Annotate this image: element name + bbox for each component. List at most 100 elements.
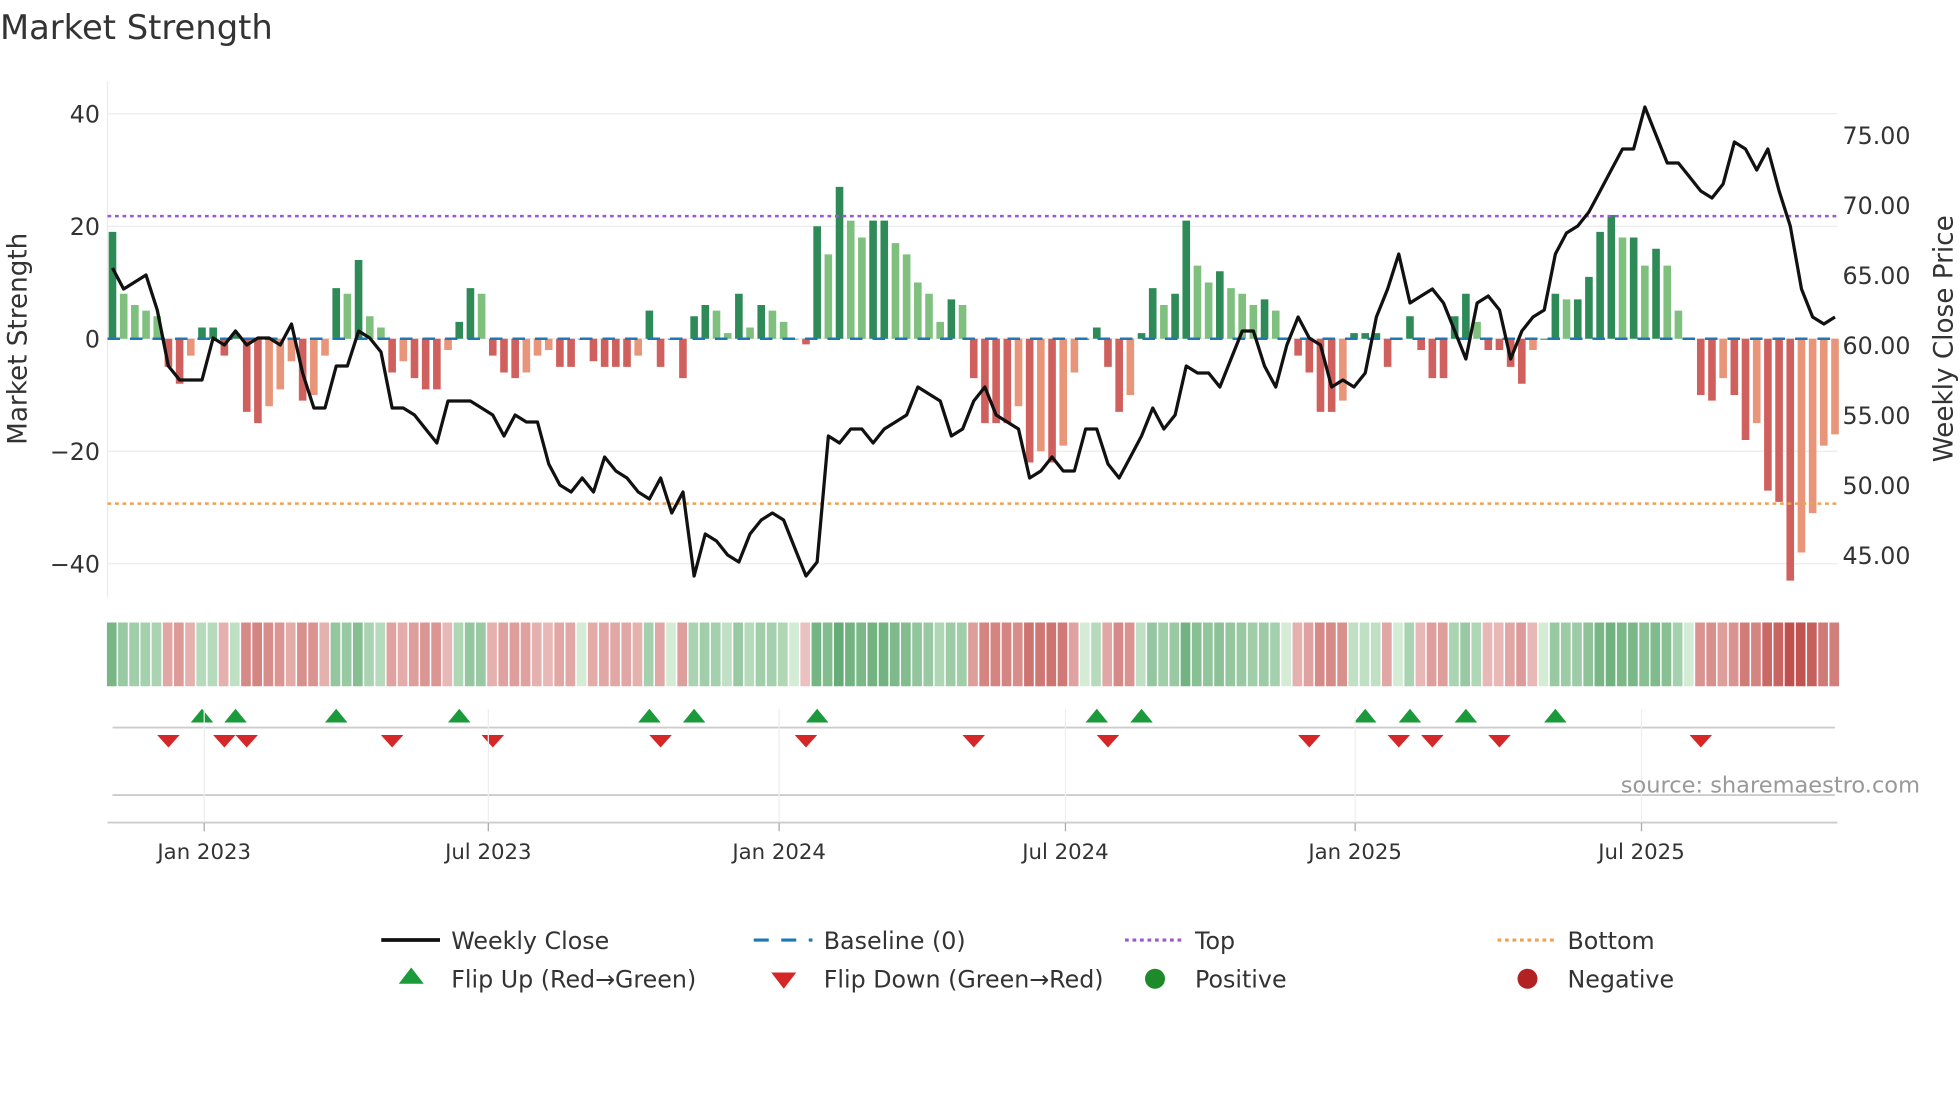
legend-circle-icon	[1517, 968, 1538, 989]
heatmap-cell	[1594, 622, 1605, 687]
strength-bar	[1752, 338, 1761, 424]
strength-bar	[623, 338, 631, 367]
heatmap-cell	[610, 622, 620, 687]
heatmap-cell	[621, 622, 632, 687]
heatmap-cell	[1247, 622, 1258, 687]
heatmap-cell	[1236, 622, 1247, 687]
heatmap-cell	[1270, 622, 1280, 687]
heatmap-cell	[979, 622, 990, 687]
heatmap-cell	[1560, 622, 1571, 687]
heatmap-cell	[1773, 622, 1784, 687]
strength-bar	[1160, 305, 1168, 339]
heatmap-cell	[308, 622, 318, 687]
strength-bar	[433, 338, 441, 390]
strength-bar	[343, 293, 352, 339]
legend-label: Flip Up (Red→Green)	[451, 966, 696, 994]
legend-item: Positive	[1145, 966, 1287, 994]
heatmap-cell	[1493, 622, 1504, 687]
strength-bar	[131, 305, 139, 339]
heatmap-cell	[1158, 622, 1168, 687]
flip-up-marker	[1454, 708, 1478, 723]
heatmap-cell	[520, 622, 531, 687]
heatmap-cell	[431, 622, 441, 687]
flip-down-marker	[380, 735, 404, 748]
flip-down-marker	[1298, 735, 1321, 748]
heatmap-cell	[576, 622, 587, 687]
heatmap-cell	[901, 622, 911, 687]
strength-bar	[1652, 248, 1660, 339]
x-tick-label: Jan 2025	[1306, 840, 1402, 865]
strength-bar	[1350, 333, 1358, 339]
heatmap-cell	[733, 622, 743, 687]
x-tick-label: Jul 2023	[443, 840, 531, 865]
strength-bars	[108, 186, 1839, 581]
heatmap-cell	[151, 622, 162, 687]
heatmap-cell	[1784, 622, 1795, 687]
strength-bar	[1775, 338, 1783, 502]
heatmap-cell	[397, 622, 408, 687]
heatmap-cell	[453, 622, 464, 687]
heatmap-cell	[1348, 622, 1359, 687]
strength-bar	[1741, 338, 1750, 440]
heatmap-cell	[1795, 622, 1806, 687]
heatmap-cell	[1124, 622, 1135, 687]
strength-bar	[1182, 220, 1191, 339]
strength-bar	[969, 338, 978, 379]
heatmap-cell	[1672, 622, 1683, 687]
heatmap-cell	[1281, 622, 1292, 687]
strength-bar	[511, 338, 519, 379]
strength-bar	[1126, 338, 1135, 395]
strength-bar	[164, 338, 173, 367]
heatmap-cell	[319, 622, 330, 687]
strength-bar	[992, 338, 1000, 424]
strength-bar	[276, 338, 285, 390]
heatmap-cell	[800, 622, 811, 687]
strength-bar	[1383, 338, 1392, 367]
y-tick-label: 20	[70, 213, 100, 241]
strength-bar	[914, 282, 922, 339]
strength-bar	[1428, 338, 1437, 379]
strength-bar	[388, 338, 396, 373]
flip-up-marker	[1544, 708, 1567, 723]
strength-bar	[544, 338, 553, 350]
strength-bar	[1562, 299, 1571, 339]
heatmap-cell	[968, 622, 978, 687]
flip-down-marker	[235, 735, 258, 748]
heatmap-cell	[1359, 622, 1370, 687]
strength-bar	[1171, 293, 1179, 339]
heatmap-cell	[1549, 622, 1560, 687]
strength-bar	[735, 293, 743, 339]
strength-bar	[500, 338, 508, 373]
heatmap-cell	[945, 622, 956, 687]
strength-bar	[1573, 299, 1582, 339]
legend-label: Negative	[1568, 966, 1675, 994]
y-tick-label: 40	[70, 101, 100, 129]
heatmap-cell	[1370, 622, 1381, 687]
heatmap-cell	[1292, 622, 1303, 687]
heatmap-cell	[833, 622, 844, 687]
heatmap-cell	[352, 622, 363, 687]
heatmap-cell	[297, 622, 307, 687]
heatmap-cell	[778, 622, 788, 687]
y2-tick-label: 45.00	[1843, 542, 1911, 570]
heatmap-cell	[1068, 622, 1079, 687]
x-tick-label: Jul 2024	[1020, 840, 1108, 865]
heatmap-cell	[1505, 622, 1515, 687]
strength-bar	[321, 338, 329, 356]
heatmap-cell	[722, 622, 732, 687]
strength-bar	[802, 338, 810, 345]
strength-bar	[656, 338, 665, 367]
strength-bar	[835, 186, 844, 339]
strength-bar	[1339, 338, 1347, 401]
heatmap-cell	[218, 622, 229, 687]
strength-bar	[477, 293, 486, 339]
strength-bar	[108, 231, 117, 339]
heatmap-cell	[1516, 622, 1526, 687]
legend-item: Baseline (0)	[753, 927, 966, 955]
heatmap-cell	[1807, 622, 1817, 687]
heatmap-cell	[1415, 622, 1426, 687]
heatmap-cell	[1684, 622, 1694, 687]
heatmap-cell	[1147, 622, 1157, 687]
strength-bar	[925, 293, 933, 339]
